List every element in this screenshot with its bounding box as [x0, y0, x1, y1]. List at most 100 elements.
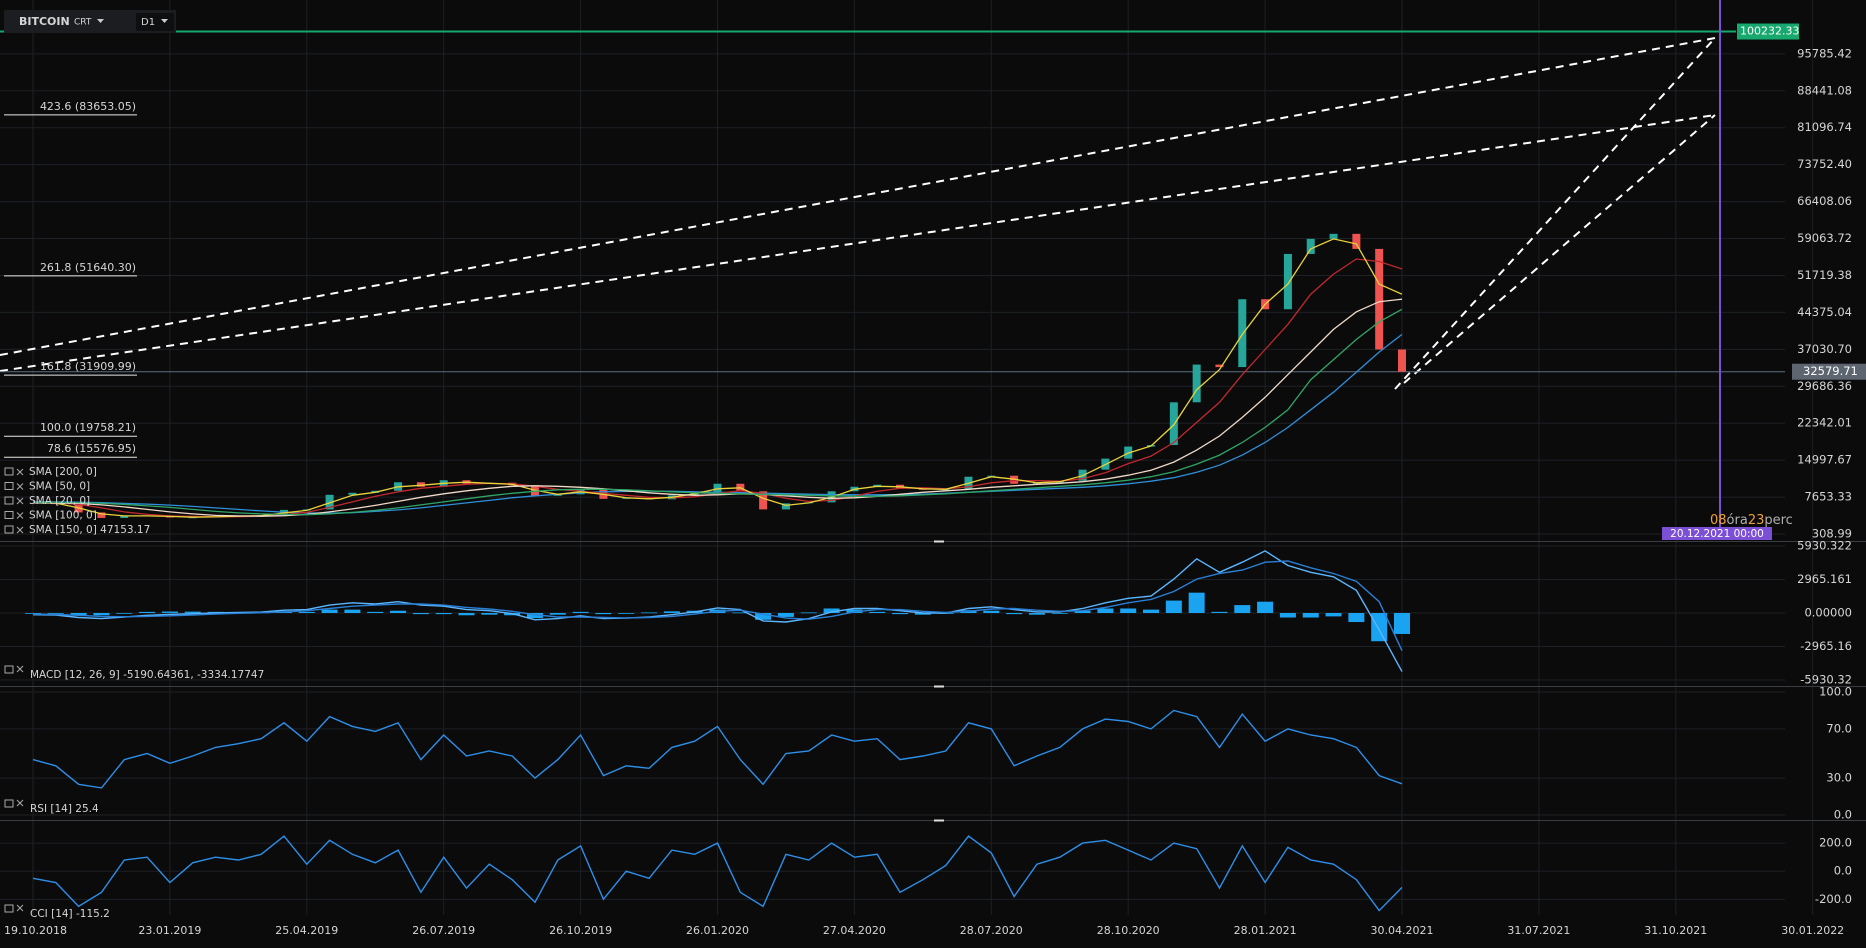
cursor-date: 20.12.2021 00:00: [1670, 528, 1764, 540]
macd-histogram-bar: [161, 611, 178, 614]
y-tick-label: 59063.72: [1797, 231, 1852, 245]
countdown: 08óra23perc: [1710, 513, 1793, 528]
macd-histogram-bar: [526, 613, 543, 619]
legend-close[interactable]: [16, 904, 24, 912]
macd-histogram-bar: [1188, 592, 1205, 613]
cursor-date-badge: [1662, 527, 1772, 540]
macd-histogram-bar: [1120, 608, 1137, 613]
dropdown-arrow[interactable]: [97, 19, 104, 23]
macd-histogram-bar: [321, 609, 338, 613]
candle: [1215, 364, 1224, 368]
trend-line[interactable]: [0, 37, 1716, 356]
sma-legend: SMA [150, 0] 47153.17: [29, 524, 150, 536]
legend-close[interactable]: [16, 526, 24, 534]
legend-close[interactable]: [16, 483, 24, 490]
y-tick-label: 100.0: [1819, 685, 1852, 699]
trend-lines: [0, 37, 1716, 390]
legend-close[interactable]: [16, 468, 24, 476]
x-tick-label: 26.07.2019: [412, 924, 475, 937]
y-tick-label: 30.0: [1826, 771, 1852, 785]
macd-histogram-bar: [344, 609, 361, 613]
grid: [0, 0, 1814, 915]
exchange[interactable]: CRT: [74, 18, 92, 28]
y-tick-label: 37030.70: [1797, 342, 1852, 356]
legend-icon[interactable]: [4, 525, 14, 534]
candle: [1283, 253, 1292, 310]
macd-histogram-bar: [1074, 610, 1091, 613]
macd-histogram-bar: [139, 611, 156, 613]
y-tick-label: 51719.38: [1797, 268, 1852, 282]
last-price-badge: [1792, 363, 1866, 380]
macd-histogram-bar: [983, 610, 1000, 613]
dropdown-arrow[interactable]: [161, 19, 168, 23]
macd-histogram-bar: [25, 613, 41, 614]
legend-icon[interactable]: [4, 904, 14, 913]
cci-line: [32, 835, 1403, 912]
legend-icon[interactable]: [4, 467, 14, 476]
candle: [416, 482, 425, 487]
legend-icon[interactable]: [4, 482, 14, 490]
macd-histogram-bar: [1143, 609, 1160, 613]
macd-histogram-bar: [1302, 613, 1319, 618]
macd-histogram-bar: [1234, 605, 1251, 613]
macd-histogram-bar: [458, 613, 475, 616]
legend-close[interactable]: [16, 665, 24, 673]
sma-line: [33, 308, 1403, 516]
y-tick-label: 66408.06: [1797, 194, 1852, 208]
timeframe[interactable]: D1: [141, 17, 155, 28]
macd-histogram-bar: [1325, 613, 1342, 617]
y-tick-label: -5930.32: [1800, 673, 1852, 687]
fib-label: 261.8 (51640.30): [40, 261, 136, 274]
timeframe-box[interactable]: [136, 13, 174, 31]
legend-close[interactable]: [16, 497, 24, 505]
macd-histogram-bar: [481, 613, 498, 615]
legend-icon[interactable]: [4, 665, 14, 674]
macd-histogram-bar: [47, 613, 64, 614]
candle: [1398, 349, 1406, 372]
y-tick-label: 200.0: [1819, 836, 1852, 850]
header: BITCOIN CRT D1: [4, 10, 176, 33]
macd-histogram-bar: [595, 613, 612, 615]
sma-legend: SMA [100, 0]: [29, 510, 97, 522]
candle: [713, 483, 722, 493]
header-box: [4, 10, 176, 33]
candle: [1329, 233, 1338, 239]
trend-line[interactable]: [1403, 114, 1716, 384]
macd-histogram-bar: [1006, 613, 1023, 615]
y-tick-label: 5930.322: [1797, 539, 1852, 553]
macd-histogram-bar: [549, 613, 566, 615]
legend-close[interactable]: [16, 799, 24, 807]
y-tick-label: 73752.40: [1797, 157, 1852, 171]
macd-histogram-bar: [1348, 613, 1365, 623]
sma-legend: SMA [50, 0]: [29, 481, 90, 493]
candle: [1238, 299, 1247, 368]
x-tick-label: 28.10.2020: [1097, 924, 1160, 937]
sma-line: [33, 298, 1403, 517]
legend-icon[interactable]: [4, 799, 14, 808]
x-tick-label: 25.04.2019: [275, 924, 338, 937]
panel-separators: [0, 540, 1866, 822]
trend-line[interactable]: [0, 114, 1716, 372]
candle: [120, 515, 129, 518]
x-tick-label: 27.04.2020: [823, 924, 886, 937]
trend-line[interactable]: [1394, 37, 1716, 390]
rsi-line: [32, 709, 1403, 789]
macd-histogram-bar: [892, 613, 909, 615]
candle: [1306, 238, 1315, 254]
countdown-hours-unit: óra: [1727, 513, 1748, 528]
y-tick-label: 44375.04: [1797, 305, 1852, 319]
macd-histogram-bar: [777, 613, 794, 617]
macd-histogram-bar: [412, 613, 429, 615]
legend-icon[interactable]: [4, 511, 14, 519]
sma-legend: SMA [200, 0]: [29, 466, 97, 478]
macd-histogram-bar: [70, 613, 87, 616]
symbol[interactable]: BITCOIN: [19, 15, 70, 28]
legend-icon[interactable]: [4, 496, 14, 505]
countdown-minutes-unit: perc: [1764, 513, 1792, 528]
x-tick-label: 26.10.2019: [549, 924, 612, 937]
macd-histogram-bar: [663, 611, 680, 614]
legend-close[interactable]: [16, 512, 24, 519]
macd-histogram-bar: [914, 613, 931, 615]
